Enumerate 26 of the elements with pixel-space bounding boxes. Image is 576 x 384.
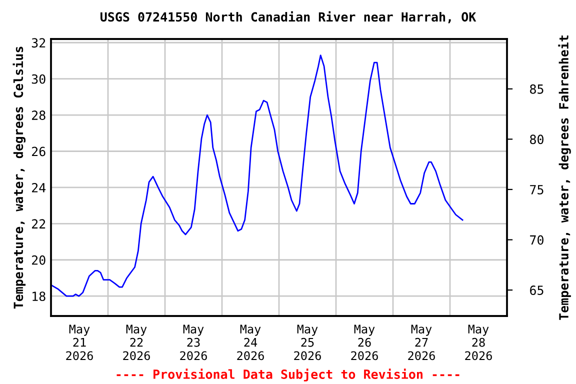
chart-title: USGS 07241550 North Canadian River near Harrah, OK	[100, 11, 476, 24]
x-tick-label: May 24 2026	[237, 324, 264, 360]
y2-tick-label: 65	[530, 286, 544, 296]
y-tick-label: 24	[32, 182, 46, 192]
text: ---- Provisional Data Subject to Revision ----	[116, 368, 460, 382]
y-tick-label: 28	[32, 110, 46, 120]
y2-tick-label: 80	[530, 134, 544, 144]
x-tick-label: May 21 2026	[66, 324, 93, 360]
y-axis-title: Temperature, water, degrees Celsius	[12, 46, 26, 309]
y-tick-label: 22	[32, 219, 46, 228]
y-tick-label: 30	[32, 74, 46, 84]
x-tick-label: May 23 2026	[180, 324, 207, 360]
y2-tick-label: 70	[530, 235, 544, 245]
y-tick-label: 26	[32, 146, 46, 156]
x-tick-label: May 28 2026	[465, 324, 492, 360]
x-tick-label: May 25 2026	[294, 324, 321, 360]
x-tick-label: May 27 2026	[408, 324, 435, 360]
line-series	[51, 54, 464, 297]
y2-axis-title: Temperature, water, degrees Fahrenheit	[558, 35, 571, 320]
x-tick-label: May 26 2026	[351, 324, 378, 360]
y2-tick-label: 75	[530, 185, 544, 194]
x-tick-label: May 22 2026	[123, 324, 150, 360]
y2-tick-label: 85	[530, 84, 544, 94]
y-tick-label: 20	[32, 255, 46, 265]
y-tick-label: 18	[32, 292, 46, 302]
y-tick-label: 32	[32, 38, 46, 48]
